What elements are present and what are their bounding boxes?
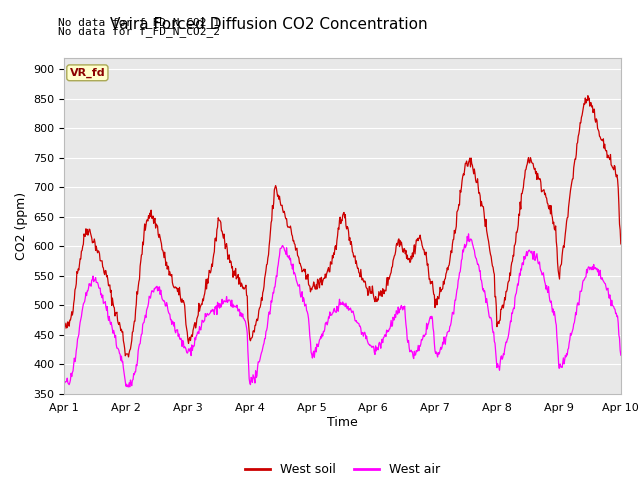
Y-axis label: CO2 (ppm): CO2 (ppm)	[15, 192, 28, 260]
Text: No data for f_FD_N_CO2_1: No data for f_FD_N_CO2_1	[58, 17, 220, 28]
Text: Vaira Forced Diffusion CO2 Concentration: Vaira Forced Diffusion CO2 Concentration	[110, 17, 428, 32]
X-axis label: Time: Time	[327, 416, 358, 429]
Text: VR_fd: VR_fd	[70, 68, 105, 78]
Legend: West soil, West air: West soil, West air	[239, 458, 445, 480]
Text: No data for f_FD_N_CO2_2: No data for f_FD_N_CO2_2	[58, 26, 220, 37]
